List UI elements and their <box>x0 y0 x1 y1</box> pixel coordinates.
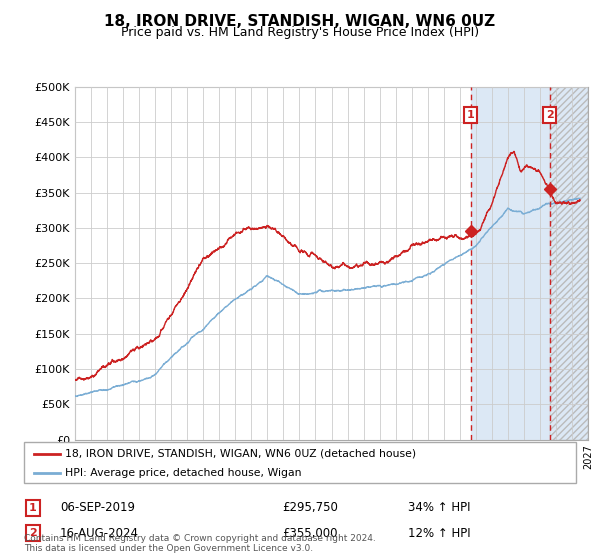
Text: Price paid vs. HM Land Registry's House Price Index (HPI): Price paid vs. HM Land Registry's House … <box>121 26 479 39</box>
Text: £355,000: £355,000 <box>282 526 337 540</box>
Text: 1: 1 <box>29 503 37 513</box>
Text: 06-SEP-2019: 06-SEP-2019 <box>60 501 135 515</box>
Text: Contains HM Land Registry data © Crown copyright and database right 2024.
This d: Contains HM Land Registry data © Crown c… <box>24 534 376 553</box>
Text: 12% ↑ HPI: 12% ↑ HPI <box>408 526 470 540</box>
Text: HPI: Average price, detached house, Wigan: HPI: Average price, detached house, Wiga… <box>65 468 302 478</box>
Text: 18, IRON DRIVE, STANDISH, WIGAN, WN6 0UZ (detached house): 18, IRON DRIVE, STANDISH, WIGAN, WN6 0UZ… <box>65 449 416 459</box>
Text: £295,750: £295,750 <box>282 501 338 515</box>
Text: 2: 2 <box>29 528 37 538</box>
Text: 34% ↑ HPI: 34% ↑ HPI <box>408 501 470 515</box>
Text: 1: 1 <box>467 110 475 120</box>
Text: 18, IRON DRIVE, STANDISH, WIGAN, WN6 0UZ: 18, IRON DRIVE, STANDISH, WIGAN, WN6 0UZ <box>104 14 496 29</box>
Text: 2: 2 <box>546 110 554 120</box>
Text: 16-AUG-2024: 16-AUG-2024 <box>60 526 139 540</box>
